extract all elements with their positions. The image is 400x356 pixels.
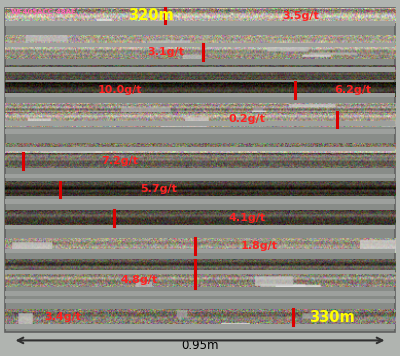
Text: 1.8g/t: 1.8g/t — [240, 241, 278, 251]
Bar — [5, 199, 395, 204]
Text: 3.5g/t: 3.5g/t — [282, 11, 319, 21]
Text: 3.4g/t: 3.4g/t — [44, 312, 81, 322]
Bar — [5, 225, 395, 229]
Bar — [5, 324, 395, 329]
Text: WF405ACC-48AE: WF405ACC-48AE — [11, 9, 76, 15]
Text: 5.7g/t: 5.7g/t — [140, 184, 176, 194]
Bar — [5, 147, 395, 151]
Bar — [5, 67, 395, 72]
Bar — [5, 249, 395, 253]
Bar — [5, 93, 395, 97]
Text: 4.8g/t: 4.8g/t — [121, 275, 158, 285]
Bar — [5, 130, 395, 134]
Text: 320m: 320m — [128, 8, 174, 23]
Text: 10.0g/t: 10.0g/t — [97, 85, 142, 95]
Bar — [5, 174, 395, 178]
Bar — [5, 121, 395, 126]
Text: 0.95m: 0.95m — [181, 339, 219, 352]
Bar — [5, 270, 395, 274]
Text: 330m: 330m — [310, 309, 355, 325]
Text: 0.2g/t: 0.2g/t — [228, 115, 266, 125]
Text: 3.1g/t: 3.1g/t — [148, 47, 184, 57]
Text: 7.2g/t: 7.2g/t — [101, 156, 138, 166]
Bar — [5, 42, 395, 47]
Bar — [5, 21, 395, 26]
Text: 6.2g/t: 6.2g/t — [334, 85, 371, 95]
Text: 4.1g/t: 4.1g/t — [228, 213, 266, 223]
Bar — [5, 292, 395, 296]
Bar — [5, 299, 395, 303]
